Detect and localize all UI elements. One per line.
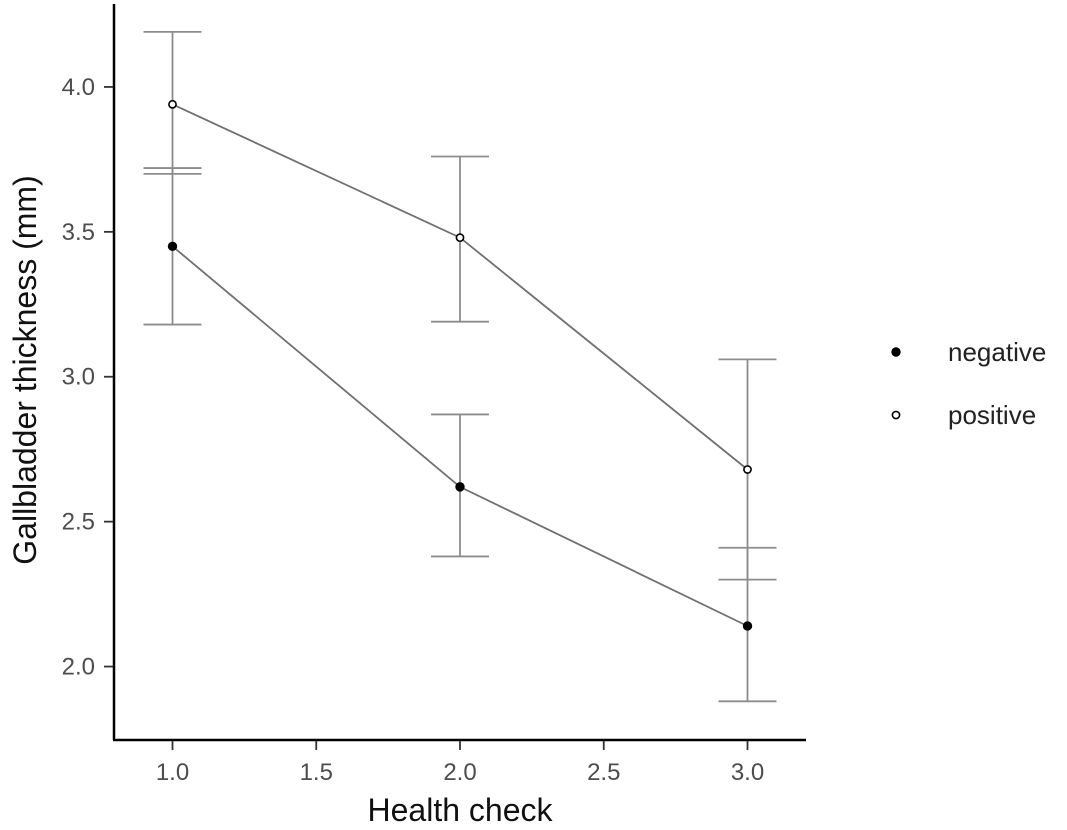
x-axis-title: Health check [368,792,554,828]
y-tick-label: 2.5 [62,509,95,536]
y-tick-label: 4.0 [62,74,95,101]
legend: negative positive [891,337,1046,430]
x-tick-label: 2.0 [443,759,476,786]
legend-label-negative: negative [948,337,1046,367]
x-tick-label: 1.5 [300,759,333,786]
data-point-positive-2 [455,233,465,243]
data-point-negative-3 [742,621,753,631]
y-axis-ticks: 2.0 2.5 3.0 3.5 4.0 [62,74,113,681]
y-tick-label: 3.5 [62,219,95,246]
axes [112,4,806,742]
x-axis-ticks: 1.0 1.5 2.0 2.5 3.0 [156,741,764,786]
plot-area [143,30,777,703]
y-tick-label: 3.0 [62,364,95,391]
data-point-positive-1 [168,99,177,109]
x-tick-label: 2.5 [587,759,620,786]
legend-label-positive: positive [948,400,1036,430]
legend-key-negative [891,347,901,357]
x-tick-label: 3.0 [731,759,764,786]
y-tick-label: 2.0 [62,654,95,681]
x-tick-label: 1.0 [156,759,189,786]
legend-key-positive [891,410,901,420]
data-point-negative-1 [167,241,178,252]
data-point-negative-2 [455,482,465,492]
data-point-positive-3 [743,465,752,474]
y-axis-title: Gallbladder thickness (mm) [7,175,43,564]
